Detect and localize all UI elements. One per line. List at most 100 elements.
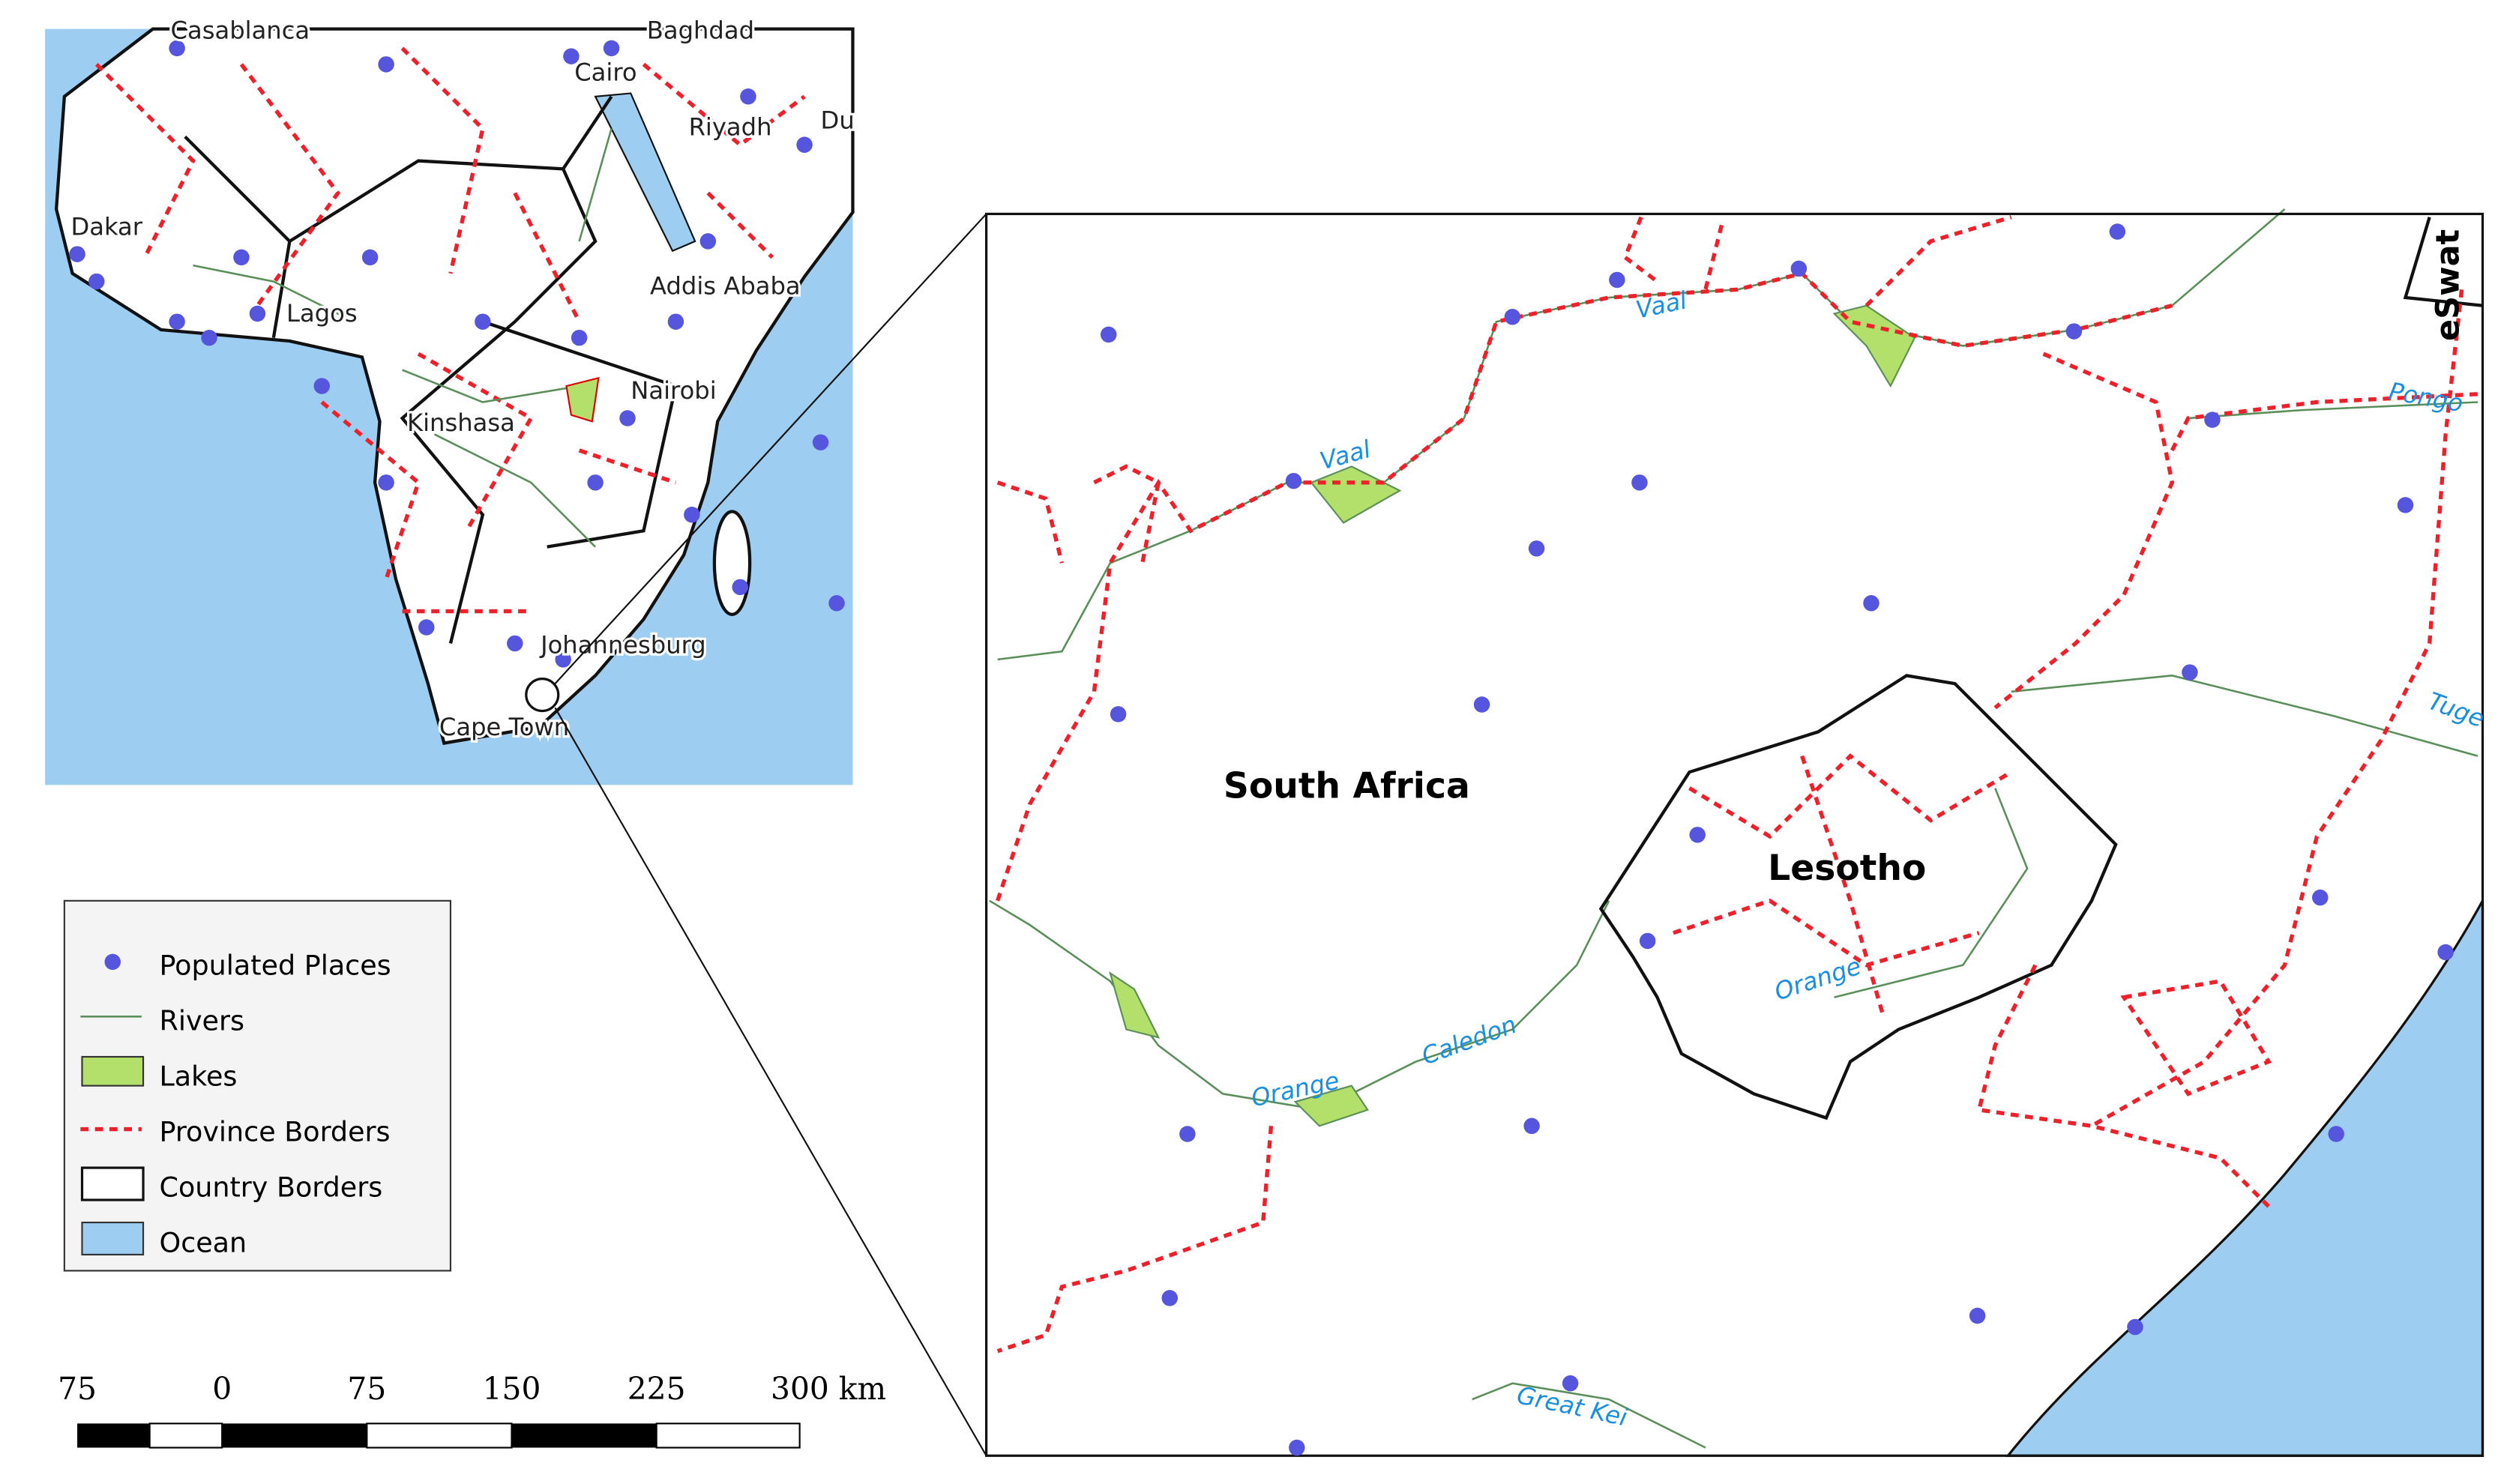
place-dot [2127,1318,2143,1336]
rivers [193,128,613,548]
legend-symbol [80,1166,145,1201]
scale-label: 0 [212,1371,232,1407]
legend-label: Province Borders [159,1116,390,1148]
legend: Populated Places Rivers Lakes Province Bord… [63,899,452,1272]
zoom-circle [525,678,560,713]
eswatini-border [2403,217,2483,307]
place-dot [201,329,217,346]
place-dot [699,233,717,250]
place-dot [475,313,491,330]
scale-segment [511,1423,657,1448]
city-label: Riyadh [689,112,772,141]
place-dot [378,56,394,73]
city-label: Kinshasa [407,408,515,437]
place-dot [1689,827,1706,843]
lake [565,376,600,423]
scale-segment [148,1423,223,1449]
legend-symbol [81,1055,145,1087]
place-dot [555,651,571,668]
place-dot [1161,1290,1178,1306]
place-dot [1100,326,1117,343]
place-dot [1528,540,1545,557]
rivers [989,208,2479,1449]
scale-segment [366,1423,513,1449]
place-dot [812,434,829,450]
place-dot [378,474,394,491]
place-dot [2204,411,2221,428]
city-label: Cape Town [439,713,569,741]
city-label: Baghdad [647,16,754,45]
place-dot [684,507,700,523]
lesotho-border [1598,674,2118,1120]
scale-labels: 75 0 75 150 225 300 km [58,1371,886,1407]
overview-map: Casablanca Baghdad Cairo Riyadh Du Dakar Addis… [45,13,857,785]
place-dot [563,48,580,64]
place-dot [828,595,845,612]
city-label: Lagos [286,299,358,328]
place-dot [1285,472,1302,489]
place-dot [1504,309,1521,325]
lakes [1109,304,1916,1127]
place-dot [1631,474,1648,491]
city-dots [69,40,845,668]
city-label: Cairo [574,58,636,86]
country-label: eSwat [2429,229,2467,341]
connector [554,213,987,684]
city-label: Nairobi [630,376,716,405]
city-label: Du [821,106,855,135]
place-dot [1969,1307,1986,1324]
province-borders [94,46,806,614]
city-label: Dakar [70,212,142,241]
place-dot [2397,497,2414,513]
place-dot [732,579,748,596]
place-dot [667,313,684,330]
place-dot [249,305,266,322]
place-dot [1523,1117,1540,1135]
scale-bar: 75 0 75 150 225 300 km [58,1371,886,1449]
city-label: Johannesburg [539,630,706,659]
detail-map: South Africa Lesotho eSwat Vaal Vaal Pon… [984,208,2488,1457]
place-dot [69,246,85,262]
province-borders [996,215,2479,1354]
ocean [2005,900,2485,1457]
place-dot [169,40,185,57]
scale-label: 300 km [771,1371,886,1407]
island [712,510,752,616]
place-dot [1863,595,1880,612]
scale-label: 225 [628,1371,686,1407]
place-dot [1473,696,1490,713]
place-dot [361,249,379,266]
legend-symbol [104,953,121,971]
place-dot [1289,1439,1305,1456]
scale-segment [655,1423,801,1449]
place-dot [2065,323,2083,340]
place-dot [1790,260,1808,277]
place-dot [1639,932,1656,950]
scale-label: 75 [58,1371,97,1407]
place-dot [2311,889,2329,906]
city-label: Addis Ababa [650,272,801,301]
place-dot [169,313,185,330]
legend-label: Rivers [159,1005,244,1037]
place-dot [2182,664,2198,681]
city-labels: Casablanca Baghdad Cairo Riyadh Du Dakar Addis… [68,13,857,743]
country-label: Lesotho [1768,848,1926,889]
place-dot [1562,1375,1579,1392]
legend-symbol [81,1221,145,1256]
scale-label: 75 [347,1371,386,1407]
place-dot [1609,271,1625,289]
place-dot [418,619,435,636]
country-label: South Africa [1224,765,1470,806]
country-borders [184,95,678,644]
scale-label: 150 [483,1371,541,1407]
scale-segment [77,1423,150,1448]
place-dot [587,474,604,491]
place-dots [1100,223,2454,1456]
red-sea [594,92,696,253]
place-dot [571,329,588,346]
place-dot [603,40,620,57]
place-dot [313,378,330,394]
place-dot [88,273,105,290]
place-dot [1179,1126,1196,1142]
